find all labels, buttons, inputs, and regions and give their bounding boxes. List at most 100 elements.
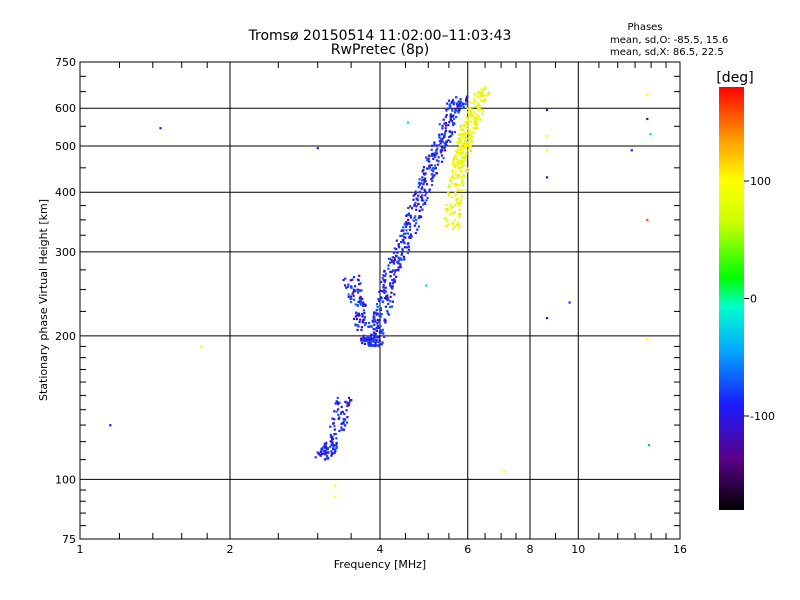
data-point [453,157,456,161]
data-point [434,151,437,155]
data-point [357,312,360,315]
data-point [430,183,434,187]
data-point [466,123,469,126]
data-point [385,295,388,298]
data-point [484,99,487,102]
data-point [467,149,470,152]
data-point [344,284,347,287]
data-point [459,98,462,101]
data-point [405,221,408,224]
data-point [472,118,475,121]
data-point [358,289,361,293]
data-point [466,120,469,123]
data-point [455,150,458,153]
data-point [454,164,457,167]
data-point [335,437,338,440]
data-point [426,167,429,170]
data-point [464,136,467,139]
data-point [431,179,434,182]
data-point [409,233,412,236]
data-point [375,313,378,316]
y-tick-label: 600 [55,102,76,115]
data-point [455,201,458,204]
data-point [345,409,348,412]
data-point [358,274,361,277]
data-point [382,279,385,282]
data-point [397,244,400,247]
data-point [456,188,460,192]
data-point [345,421,349,424]
data-point [333,425,336,428]
data-point [438,140,441,143]
y-axis-label: Stationary phase Virtual Height [km] [37,199,50,401]
data-point [409,205,412,208]
data-point [418,184,421,187]
data-point [401,249,404,252]
data-point [410,235,413,238]
data-point [461,194,464,197]
data-point [368,342,371,345]
data-point [457,183,460,186]
data-point [384,321,387,324]
data-point [454,194,457,197]
data-point [442,118,445,121]
data-point [390,260,394,263]
data-point [390,291,393,294]
data-point [457,137,460,140]
data-point [460,170,463,173]
data-point [402,241,405,244]
data-point [452,162,455,165]
data-point [384,279,387,282]
data-point [451,124,455,127]
data-point [424,180,427,183]
data-point [472,102,475,105]
data-point [409,236,412,239]
data-point [420,199,423,202]
data-point [330,450,333,453]
data-point [413,204,416,207]
outlier-point [200,345,203,348]
data-point [378,331,381,334]
data-point [374,341,377,344]
data-point [389,270,392,273]
data-point [374,344,377,347]
data-point [445,208,448,211]
data-point [370,337,373,341]
data-point [338,401,341,404]
data-point [434,153,437,156]
data-point [330,454,333,457]
data-point [424,194,427,197]
data-point [340,428,343,431]
data-point [320,453,323,456]
data-point [437,144,440,147]
data-point [407,213,410,217]
data-point [374,339,377,342]
x-tick-label: 6 [464,543,471,556]
data-point [352,290,355,293]
data-point [377,341,380,344]
data-point [460,140,463,144]
data-point [457,103,460,107]
data-point [360,289,363,292]
data-point [473,99,476,103]
data-point [416,199,419,202]
data-point [447,208,450,211]
data-point [467,111,470,114]
data-point [436,163,439,166]
data-point [329,433,332,436]
data-point [473,110,476,114]
data-point [447,124,450,127]
outlier-point [425,284,428,287]
data-point [437,156,440,159]
data-point [453,218,457,222]
data-point [389,282,392,285]
data-point [370,340,374,343]
data-point [477,92,481,95]
data-point [377,318,380,321]
data-point [361,342,364,345]
data-point [421,208,424,211]
data-point [331,443,334,446]
data-point [409,214,412,217]
data-point [417,194,420,197]
data-point [338,429,341,433]
